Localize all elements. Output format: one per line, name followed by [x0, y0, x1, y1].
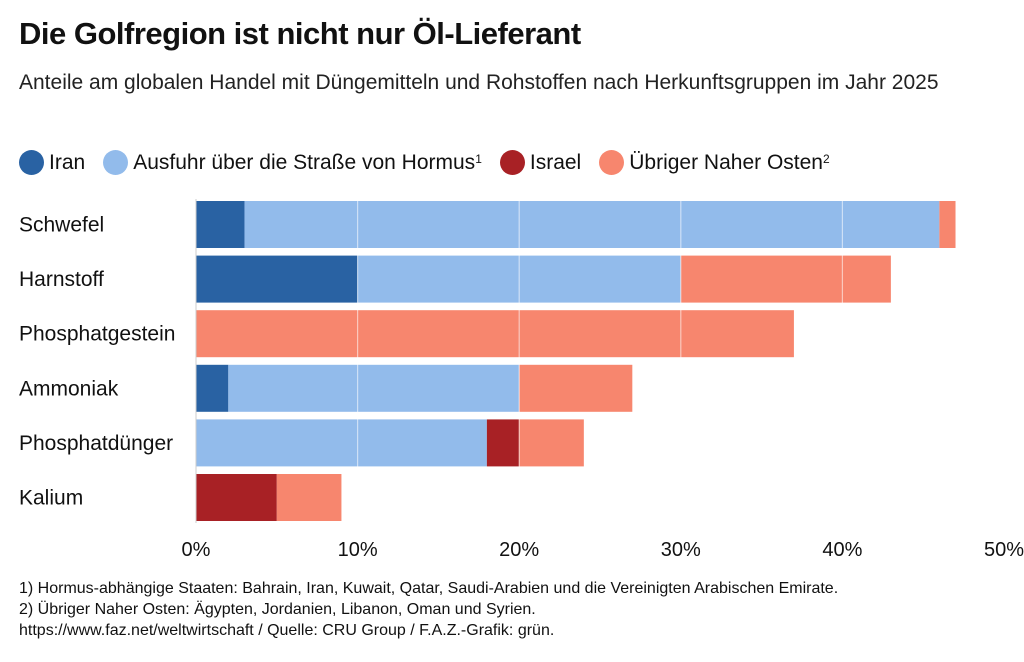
- legend-footnote-mark: 2: [822, 151, 830, 166]
- category-label: Ammoniak: [19, 377, 119, 400]
- x-tick-label: 0%: [182, 539, 211, 561]
- footnotes: 1) Hormus-abhängige Staaten: Bahrain, Ir…: [19, 578, 838, 641]
- footnote-2: 2) Übriger Naher Osten: Ägypten, Jordani…: [19, 601, 536, 618]
- legend-item-iran: Iran: [19, 150, 85, 175]
- footnote-1: 1) Hormus-abhängige Staaten: Bahrain, Ir…: [19, 580, 839, 597]
- bar-segment-schwefel-iran: [196, 201, 245, 248]
- chart-subtitle: Anteile am globalen Handel mit Düngemitt…: [19, 71, 939, 94]
- bar-segment-phosphatgestein-übriger: [196, 310, 794, 358]
- bar-segment-kalium-übriger: [276, 474, 342, 521]
- legend-swatch-iran: [19, 150, 44, 175]
- chart-title: Die Golfregion ist nicht nur Öl-Lieferan…: [19, 16, 581, 51]
- legend-swatch-uebriger-naher-osten: [599, 150, 625, 175]
- legend-item-hormus: Ausfuhr über die Straße von Hormus 1: [103, 150, 482, 175]
- category-label: Phosphatgestein: [19, 323, 175, 346]
- x-tick-label: 50%: [984, 539, 1024, 561]
- legend-footnote-mark: 1: [475, 151, 482, 166]
- legend: Iran Ausfuhr über die Straße von Hormus 1…: [19, 150, 848, 175]
- x-tick-label: 20%: [499, 539, 539, 561]
- x-tick-label: 30%: [661, 539, 701, 561]
- source-line: https://www.faz.net/weltwirtschaft / Que…: [19, 622, 555, 639]
- legend-label: Iran: [49, 150, 86, 174]
- legend-swatch-hormus: [103, 150, 129, 175]
- bar-segment-harnstoff-iran: [196, 255, 358, 303]
- legend-item-uebriger-naher-osten: Übriger Naher Osten 2: [599, 150, 830, 175]
- x-tick-label: 10%: [338, 539, 378, 561]
- bar-segment-schwefel-ausfuhr: [244, 201, 940, 248]
- bar-segment-harnstoff-übriger: [680, 255, 891, 303]
- category-label: Kalium: [19, 487, 83, 510]
- bar-segment-ammoniak-übriger: [519, 364, 633, 412]
- legend-label: Übriger Naher Osten: [629, 150, 823, 174]
- legend-label: Ausfuhr über die Straße von Hormus: [133, 150, 476, 174]
- bar-segment-ammoniak-iran: [196, 364, 229, 412]
- bar-segment-phosphatdünger-ausfuhr: [196, 419, 487, 467]
- category-label: Schwefel: [19, 214, 104, 237]
- stacked-bar-chart: Schwefel Harnstoff Phosphatgestein Ammoniak…: [19, 199, 1024, 561]
- bar-segment-schwefel-übriger: [939, 201, 956, 248]
- category-label: Phosphatdünger: [19, 432, 173, 455]
- bar-segment-phosphatdünger-israel: [486, 419, 520, 467]
- legend-swatch-israel: [499, 150, 525, 175]
- category-label: Harnstoff: [19, 268, 104, 291]
- bar-segment-kalium-israel: [196, 474, 277, 521]
- bar-segment-phosphatdünger-übriger: [519, 419, 584, 467]
- legend-label: Israel: [529, 150, 582, 174]
- x-tick-label: 40%: [822, 539, 862, 561]
- legend-item-israel: Israel: [499, 150, 582, 175]
- bar-segment-ammoniak-ausfuhr: [228, 364, 520, 412]
